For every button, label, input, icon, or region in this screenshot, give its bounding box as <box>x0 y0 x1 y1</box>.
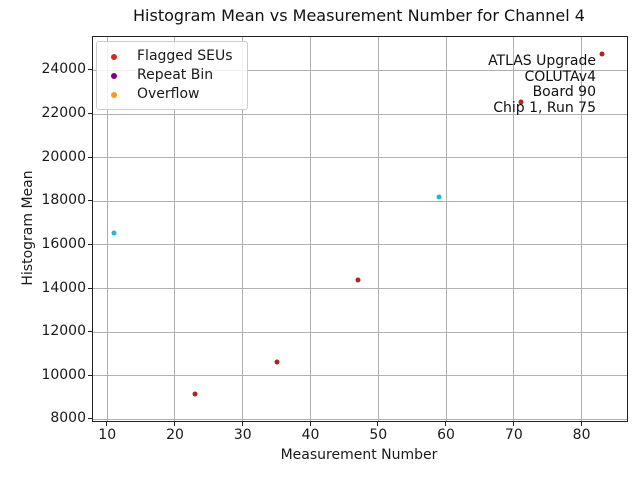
x-gridline <box>445 37 447 421</box>
y-tick-label: 8000 <box>50 410 86 427</box>
y-gridline <box>93 244 627 246</box>
x-gridline <box>106 37 108 421</box>
x-tick-mark <box>309 422 311 426</box>
y-gridline <box>93 331 627 333</box>
data-point-flagged <box>518 99 524 105</box>
y-tick-mark <box>88 113 92 115</box>
y-tick-mark <box>88 69 92 71</box>
y-tick-label: 22000 <box>41 105 86 122</box>
data-point-flagged <box>599 51 605 57</box>
x-tick-label: 80 <box>572 427 591 443</box>
x-tick-mark <box>580 422 582 426</box>
x-gridline <box>310 37 312 421</box>
x-tick-label: 30 <box>233 427 252 443</box>
x-tick-label: 60 <box>437 427 455 443</box>
x-tick-mark <box>512 422 514 426</box>
y-tick-label: 12000 <box>41 323 86 340</box>
chart-title: Histogram Mean vs Measurement Number for… <box>133 6 585 25</box>
x-gridline <box>513 37 515 421</box>
y-tick-label: 18000 <box>41 192 86 209</box>
x-gridline <box>377 37 379 421</box>
x-gridline <box>242 37 244 421</box>
annotation-line: COLUTAv4 <box>524 68 596 85</box>
legend-entry: Repeat Bin <box>111 66 233 85</box>
annotation-text: ATLAS Upgrade COLUTAv4 Board 90 Chip 1, Run… <box>488 53 596 117</box>
y-tick-label: 24000 <box>41 61 86 78</box>
x-tick-mark <box>241 422 243 426</box>
data-point-flagged <box>355 277 361 283</box>
data-point-normal <box>111 230 117 236</box>
x-gridline <box>174 37 176 421</box>
y-tick-label: 10000 <box>41 366 86 383</box>
x-tick-mark <box>173 422 175 426</box>
y-tick-mark <box>88 200 92 202</box>
legend-label: Repeat Bin <box>137 67 214 83</box>
x-tick-label: 20 <box>166 427 184 443</box>
y-gridline <box>93 113 627 115</box>
y-tick-mark <box>88 156 92 158</box>
legend-marker-icon <box>111 72 117 79</box>
x-gridline <box>581 37 583 421</box>
legend-label: Overflow <box>137 86 200 102</box>
y-tick-label: 14000 <box>41 279 86 296</box>
y-tick-mark <box>88 374 92 376</box>
legend-entry: Overflow <box>111 85 233 104</box>
y-tick-label: 16000 <box>41 235 86 252</box>
y-tick-mark <box>88 418 92 420</box>
y-tick-mark <box>88 243 92 245</box>
data-point-flagged <box>192 391 198 397</box>
x-tick-mark <box>106 422 108 426</box>
x-tick-label: 40 <box>301 427 320 443</box>
legend-marker-icon <box>111 91 117 98</box>
y-gridline <box>93 418 627 420</box>
legend-entry: Flagged SEUs <box>111 47 233 66</box>
annotation-line: ATLAS Upgrade <box>488 53 596 69</box>
y-tick-mark <box>88 331 92 333</box>
x-axis-label: Measurement Number <box>280 447 438 463</box>
x-tick-label: 50 <box>369 427 388 443</box>
y-gridline <box>93 375 627 377</box>
legend-marker-icon <box>111 53 117 60</box>
y-gridline <box>93 288 627 290</box>
y-gridline <box>93 200 627 202</box>
y-axis-label: Histogram Mean <box>20 170 36 286</box>
legend-label: Flagged SEUs <box>137 48 233 64</box>
annotation-line: Board 90 <box>532 84 596 101</box>
data-point-flagged <box>274 359 280 365</box>
y-gridline <box>93 157 627 159</box>
y-gridline <box>93 69 627 71</box>
y-tick-label: 20000 <box>41 148 86 165</box>
x-tick-mark <box>445 422 447 426</box>
x-tick-mark <box>377 422 379 426</box>
y-tick-mark <box>88 287 92 289</box>
annotation-line: Chip 1, Run 75 <box>493 100 596 117</box>
x-tick-label: 70 <box>504 427 523 443</box>
x-tick-label: 10 <box>98 427 117 443</box>
data-point-normal <box>436 194 442 200</box>
legend: Flagged SEUs Repeat Bin Overflow <box>96 41 248 110</box>
